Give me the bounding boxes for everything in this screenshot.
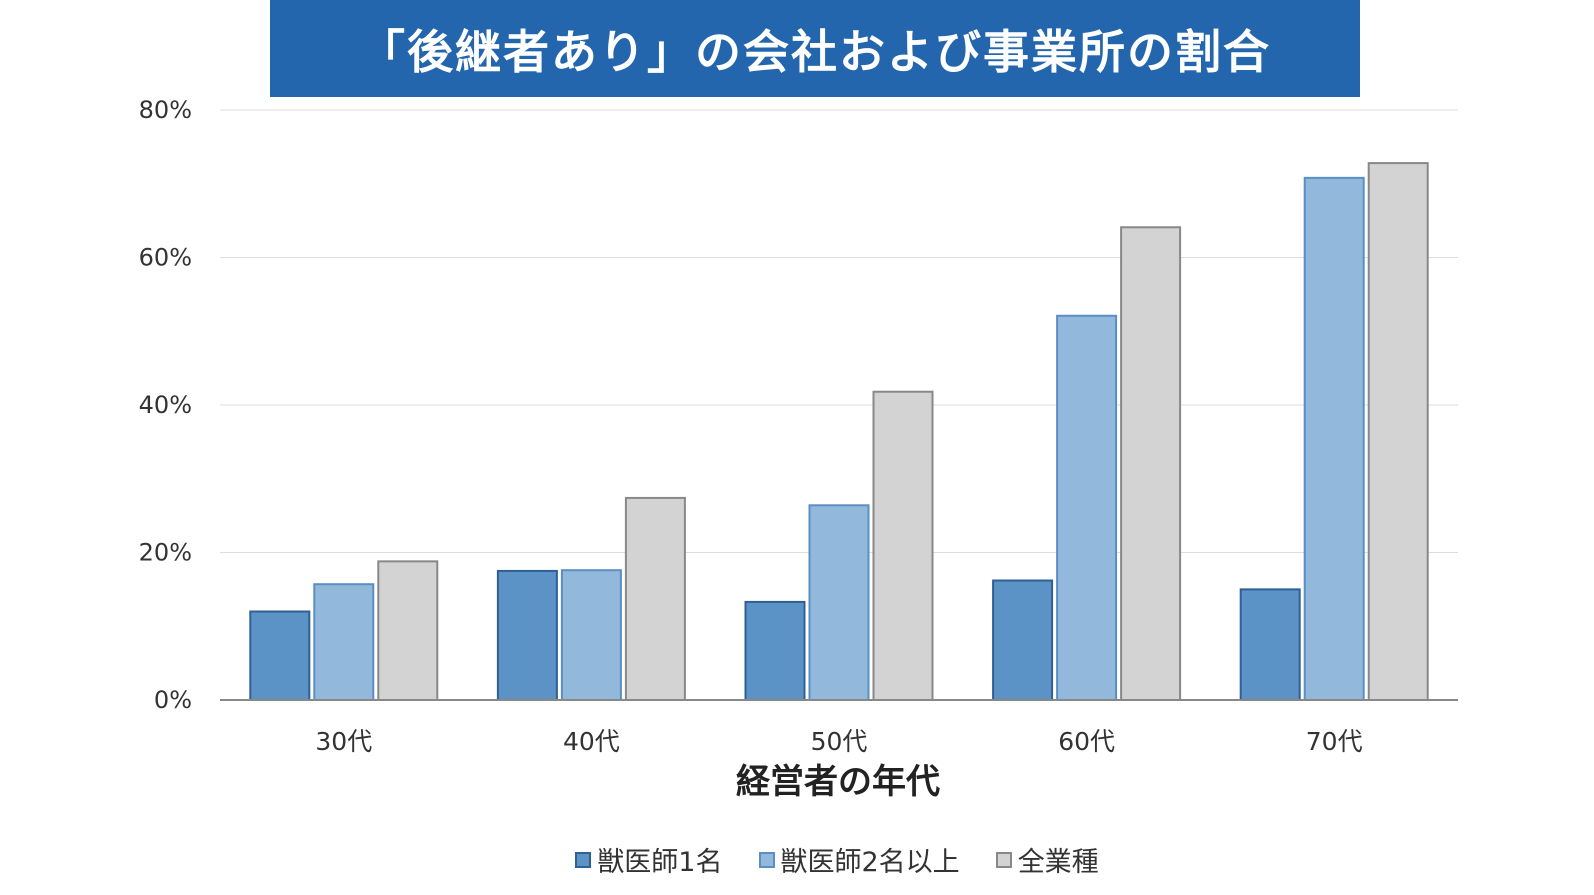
legend-label-series-2: 獣医師2名以上 <box>780 847 960 878</box>
bar-2-3 <box>808 504 870 701</box>
bar-1-5 <box>1239 588 1301 701</box>
legend: 獣医師1名 獣医師2名以上 全業種 <box>0 840 1594 879</box>
y-tick-label: 40% <box>139 391 192 419</box>
legend-swatch-series-1 <box>575 851 592 868</box>
bar-1-2 <box>496 569 558 701</box>
y-tick-label: 80% <box>139 96 192 124</box>
bar-1-3 <box>744 600 806 701</box>
legend-item-series-1: 獣医師1名 <box>575 840 723 879</box>
legend-item-series-2: 獣医師2名以上 <box>758 840 960 879</box>
x-tick-label: 30代 <box>315 727 372 756</box>
bar-3-4 <box>1120 226 1182 701</box>
bar-3-5 <box>1367 162 1429 702</box>
chart-title: 「後継者あり」の会社および事業所の割合 <box>270 0 1360 97</box>
labels: 0% 20% 40% 60% 80% 30代 40代 50代 60代 70代 <box>139 96 1363 756</box>
legend-swatch-series-2 <box>758 851 775 868</box>
gridlines <box>220 109 1458 553</box>
legend-label-series-3: 全業種 <box>1017 847 1099 878</box>
x-tick-label: 70代 <box>1306 727 1363 756</box>
bar-2-4 <box>1056 314 1118 701</box>
legend-swatch-series-3 <box>995 851 1012 868</box>
bar-3-2 <box>624 496 686 701</box>
y-tick-label: 20% <box>139 539 192 567</box>
bars <box>249 162 1429 702</box>
x-tick-label: 60代 <box>1058 727 1115 756</box>
x-tick-label: 40代 <box>563 727 620 756</box>
x-axis-title: 経営者の年代 <box>736 762 940 802</box>
bar-2-1 <box>313 583 375 702</box>
y-tick-label: 60% <box>139 244 192 272</box>
bar-3-1 <box>377 560 439 701</box>
legend-item-series-3: 全業種 <box>995 840 1099 879</box>
y-tick-label: 0% <box>154 686 192 714</box>
bar-2-5 <box>1303 176 1365 702</box>
bar-2-2 <box>560 569 622 702</box>
x-tick-label: 50代 <box>811 727 868 756</box>
bar-1-1 <box>249 610 311 701</box>
legend-label-series-1: 獣医師1名 <box>597 847 723 878</box>
bar-1-4 <box>992 579 1054 702</box>
bar-3-3 <box>872 390 934 701</box>
